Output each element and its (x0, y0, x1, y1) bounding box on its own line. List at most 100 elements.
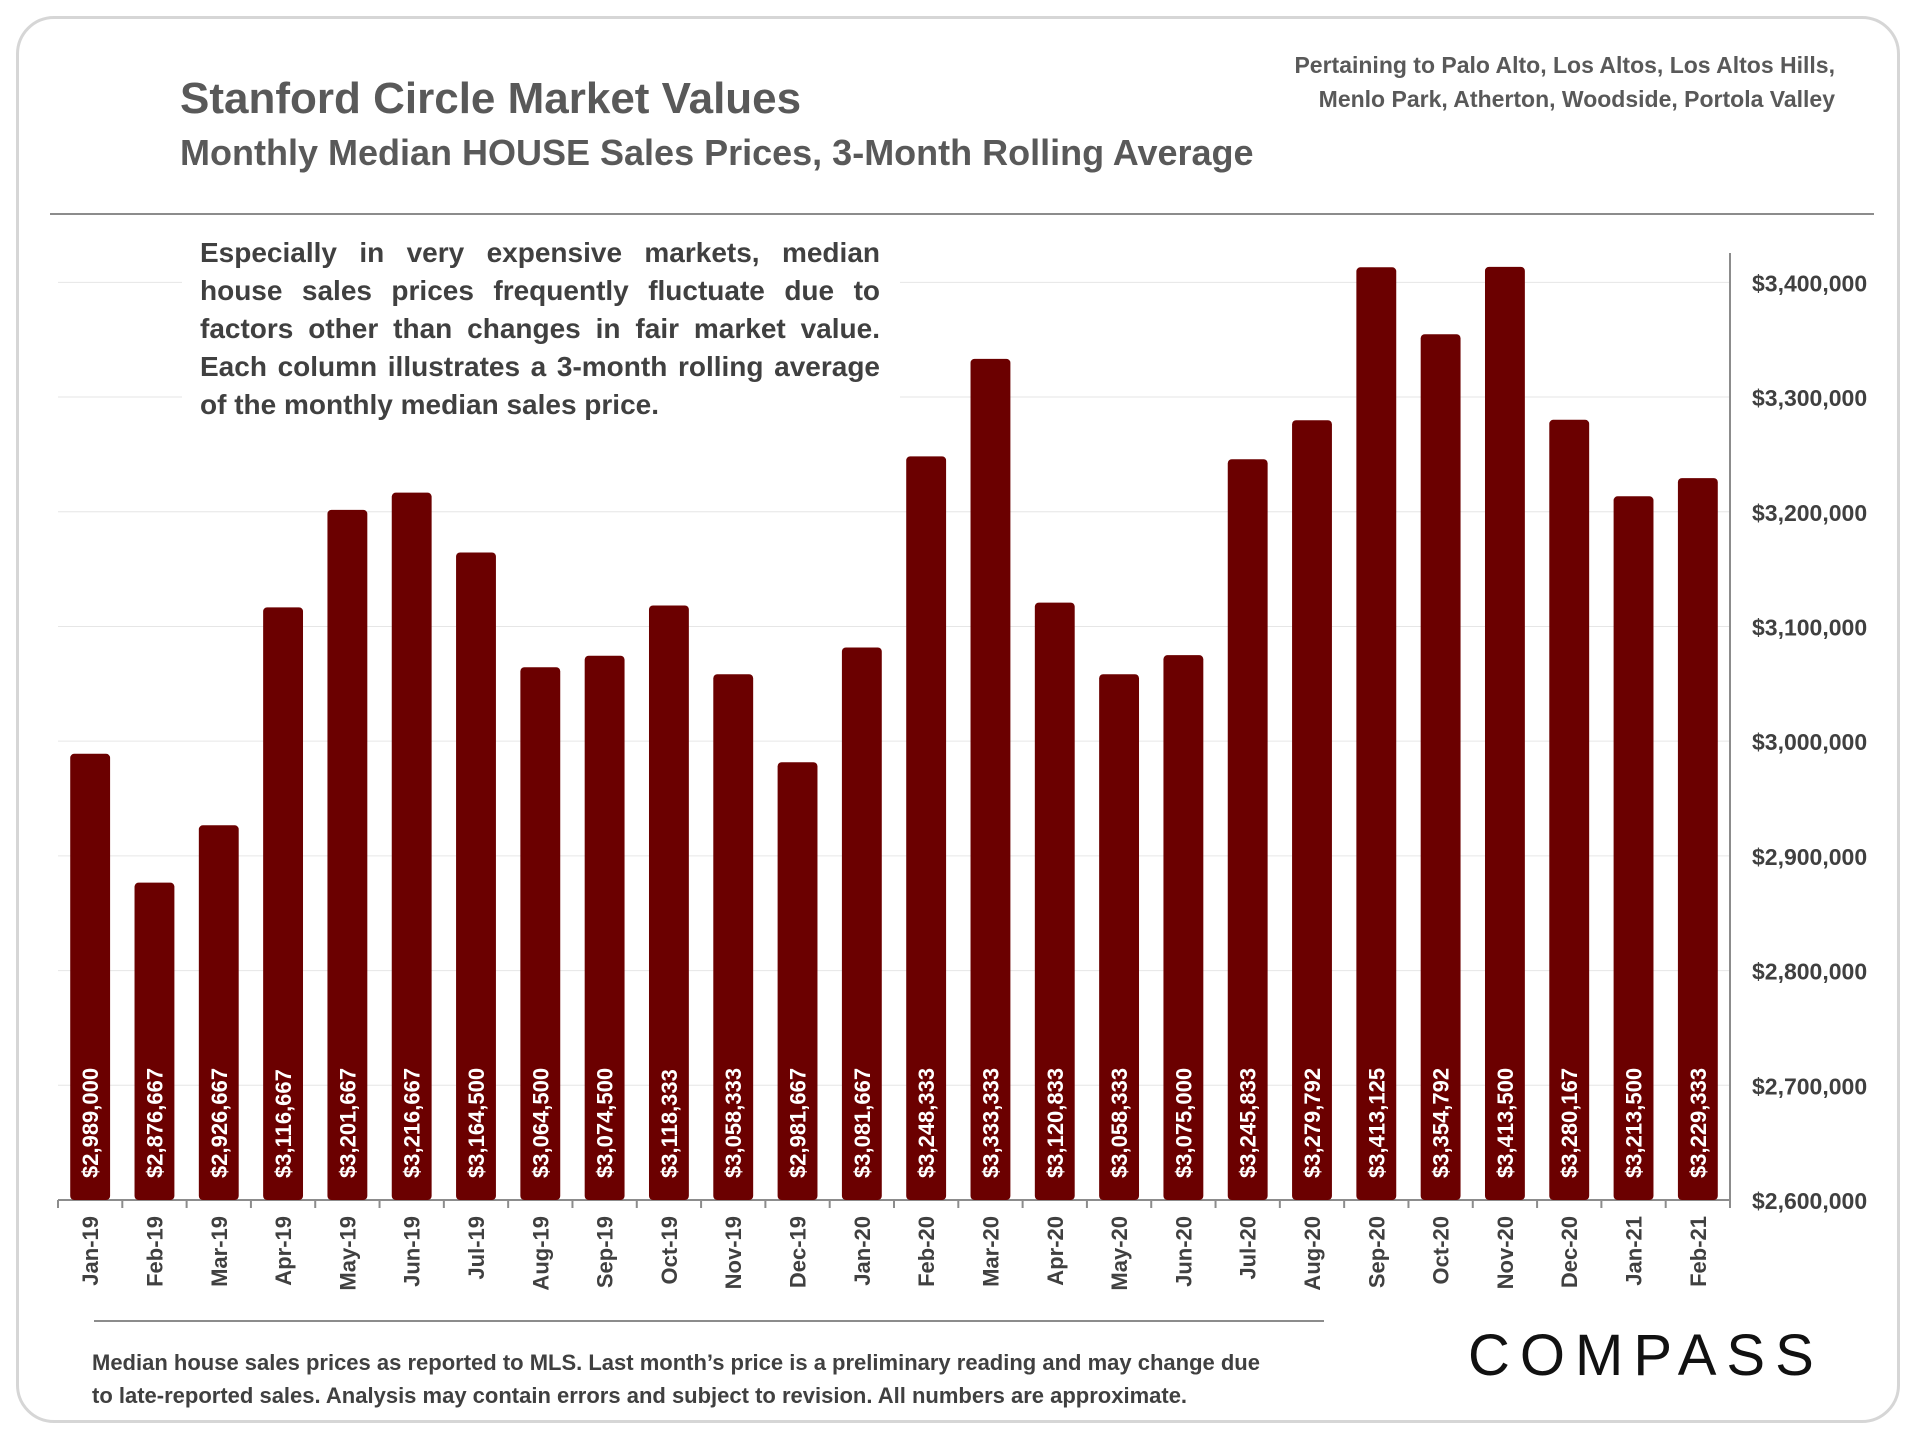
x-tick-label: Jul-19 (464, 1216, 489, 1280)
bar (520, 667, 561, 1200)
bar-value-label: $2,981,667 (786, 1068, 811, 1178)
footnote-line-1: Median house sales prices as reported to… (92, 1350, 1260, 1375)
bar (1099, 674, 1140, 1200)
bar (1549, 419, 1590, 1200)
bar-value-label: $3,413,125 (1364, 1068, 1389, 1178)
bar (1292, 420, 1332, 1200)
bar (841, 647, 882, 1200)
bar-value-label: $2,876,667 (142, 1068, 167, 1178)
bar (198, 825, 239, 1200)
bar-value-label: $3,248,333 (914, 1068, 939, 1178)
compass-logo-text: COMPASS (1468, 1323, 1824, 1388)
y-tick-label: $3,300,000 (1752, 385, 1867, 411)
bar (1356, 267, 1397, 1200)
bar-value-label: $3,116,667 (271, 1069, 296, 1178)
bar (456, 552, 496, 1200)
x-tick-label: Feb-21 (1686, 1216, 1711, 1287)
compass-logo: COMPASS (1468, 1316, 1818, 1396)
bar (584, 655, 625, 1200)
x-tick-label: May-19 (335, 1216, 360, 1291)
x-tick-label: May-20 (1107, 1216, 1132, 1291)
x-tick-label: Aug-20 (1300, 1216, 1325, 1291)
bar-value-label: $3,280,167 (1557, 1068, 1582, 1178)
y-tick-label: $3,400,000 (1752, 270, 1867, 296)
bar-value-label: $3,354,792 (1429, 1068, 1454, 1178)
bar-value-label: $3,074,500 (593, 1068, 618, 1178)
x-tick-label: Oct-20 (1429, 1216, 1454, 1284)
bar (970, 358, 1011, 1200)
bar-value-label: $3,058,333 (1107, 1068, 1132, 1178)
bar-value-label: $3,213,500 (1622, 1068, 1647, 1178)
bar (263, 607, 304, 1200)
y-tick-label: $3,200,000 (1752, 500, 1867, 526)
bar-value-label: $3,229,333 (1686, 1068, 1711, 1178)
x-tick-label: Jun-20 (1171, 1216, 1196, 1287)
bar (1227, 459, 1268, 1201)
bar (1484, 266, 1525, 1200)
footnote-line-2: to late-reported sales. Analysis may con… (92, 1383, 1188, 1408)
y-tick-label: $2,800,000 (1752, 959, 1867, 985)
bar-value-label: $3,201,667 (335, 1068, 360, 1178)
bar (391, 492, 432, 1200)
x-tick-label: Feb-20 (914, 1216, 939, 1287)
footnote: Median house sales prices as reported to… (92, 1346, 1352, 1412)
region-note-line-2: Menlo Park, Atherton, Woodside, Portola … (1318, 86, 1835, 112)
bar-value-label: $3,058,333 (721, 1068, 746, 1178)
x-tick-label: Jan-21 (1622, 1216, 1647, 1286)
x-tick-label: Sep-19 (593, 1216, 618, 1288)
bar-value-label: $3,245,833 (1236, 1068, 1261, 1178)
bar (1420, 334, 1461, 1200)
y-tick-label: $3,100,000 (1752, 614, 1867, 640)
chart-title: Stanford Circle Market Values (180, 74, 802, 123)
x-tick-label: Aug-19 (528, 1216, 553, 1291)
chart-subtitle: Monthly Median HOUSE Sales Prices, 3-Mon… (180, 132, 1254, 173)
bar-value-label: $3,075,000 (1171, 1068, 1196, 1178)
x-tick-label: Feb-19 (142, 1216, 167, 1287)
y-tick-label: $2,600,000 (1752, 1188, 1867, 1214)
bar (906, 456, 947, 1200)
bar (1163, 655, 1204, 1200)
x-tick-label: Nov-20 (1493, 1216, 1518, 1289)
x-tick-label: Sep-20 (1364, 1216, 1389, 1288)
y-tick-label: $2,700,000 (1752, 1073, 1867, 1099)
x-tick-label: Mar-19 (207, 1216, 232, 1287)
x-tick-label: Mar-20 (978, 1216, 1003, 1287)
x-tick-label: Dec-20 (1557, 1216, 1582, 1288)
region-note: Pertaining to Palo Alto, Los Altos, Los … (1215, 48, 1835, 116)
x-tick-label: Apr-20 (1043, 1216, 1068, 1286)
bar (777, 762, 818, 1200)
bar-value-label: $3,164,500 (464, 1068, 489, 1178)
explanatory-note: Especially in very expensive markets, me… (182, 230, 900, 440)
x-tick-label: Oct-19 (657, 1216, 682, 1284)
bar-value-label: $3,120,833 (1043, 1068, 1068, 1178)
bar-value-label: $2,926,667 (207, 1068, 232, 1178)
bar (134, 882, 175, 1200)
bar (70, 753, 111, 1200)
y-tick-label: $3,000,000 (1752, 729, 1867, 755)
bar (1613, 496, 1654, 1200)
header-divider (50, 213, 1874, 215)
bar-value-label: $3,064,500 (528, 1068, 553, 1178)
bar (1677, 478, 1718, 1200)
bar (648, 605, 689, 1200)
x-tick-label: Apr-19 (271, 1216, 296, 1286)
bar-value-label: $2,989,000 (78, 1068, 103, 1178)
x-tick-label: Jun-19 (400, 1216, 425, 1287)
bar-value-label: $3,081,667 (850, 1068, 875, 1178)
region-note-line-1: Pertaining to Palo Alto, Los Altos, Los … (1294, 52, 1835, 78)
bar-value-label: $3,413,500 (1493, 1068, 1518, 1178)
footer-divider (94, 1320, 1324, 1322)
x-tick-label: Jan-19 (78, 1216, 103, 1286)
bar (713, 674, 754, 1200)
bar-value-label: $3,216,667 (400, 1068, 425, 1178)
y-tick-label: $2,900,000 (1752, 844, 1867, 870)
x-tick-label: Nov-19 (721, 1216, 746, 1289)
x-tick-label: Jul-20 (1236, 1216, 1261, 1280)
bar (1034, 602, 1075, 1200)
bar-value-label: $3,279,792 (1300, 1068, 1325, 1178)
bar-value-label: $3,118,333 (657, 1069, 682, 1178)
bar-value-label: $3,333,333 (978, 1068, 1003, 1178)
x-tick-label: Dec-19 (786, 1216, 811, 1288)
x-tick-label: Jan-20 (850, 1216, 875, 1286)
